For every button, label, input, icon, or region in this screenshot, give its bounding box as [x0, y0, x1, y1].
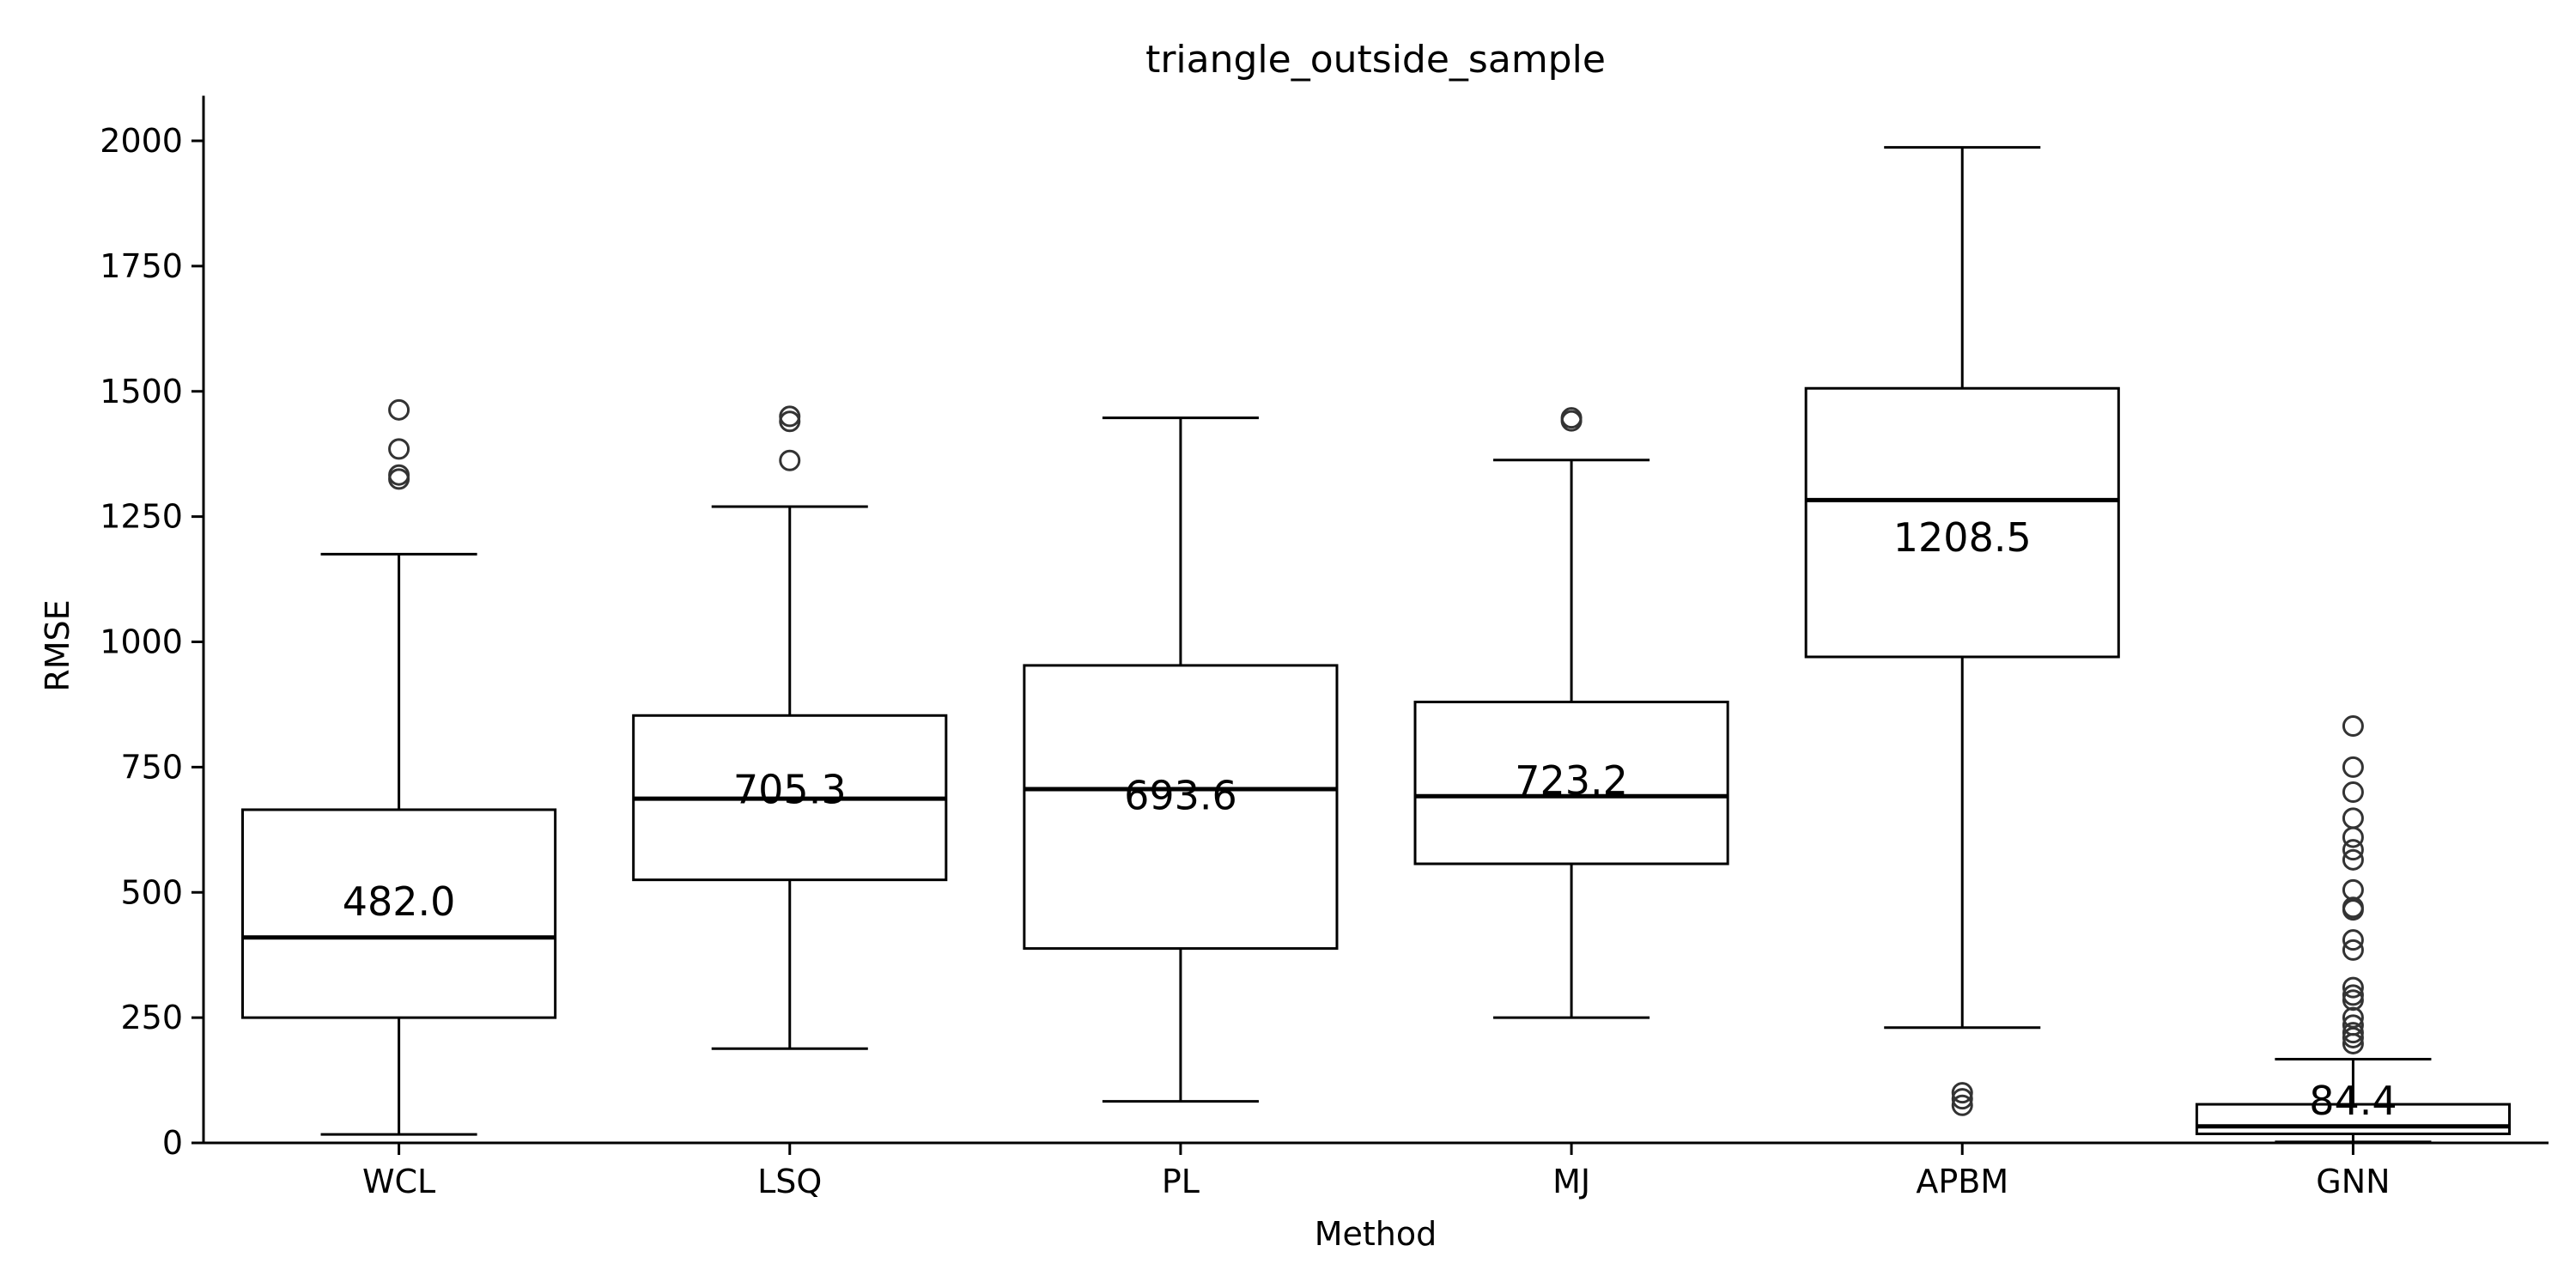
chart-title: triangle_outside_sample: [1145, 38, 1606, 82]
y-tick-label: 0: [162, 1124, 183, 1162]
x-tick-label-apbm: APBM: [1916, 1163, 2008, 1200]
box-apbm: [1804, 386, 2120, 659]
outlier-apbm: [1951, 1094, 1973, 1116]
x-tick-label-gnn: GNN: [2316, 1163, 2390, 1200]
y-tick-label: 250: [120, 999, 183, 1036]
x-tick-label-lsq: LSQ: [757, 1163, 822, 1200]
outlier-gnn: [2342, 1014, 2364, 1036]
y-tick-label: 750: [120, 748, 183, 786]
x-tick-label-mj: MJ: [1552, 1163, 1590, 1200]
y-tick-label: 2000: [100, 122, 183, 160]
outlier-gnn: [2342, 715, 2364, 738]
box-mj: [1413, 701, 1729, 866]
mean-label-mj: 723.2: [1515, 757, 1628, 804]
outlier-gnn: [2342, 878, 2364, 901]
y-tick-label: 1750: [100, 247, 183, 285]
y-tick-label: 1250: [100, 498, 183, 536]
outlier-apbm: [1951, 1082, 1973, 1104]
y-tick-label: 1000: [100, 623, 183, 661]
x-tick-label-pl: PL: [1162, 1163, 1200, 1200]
box-wcl: [241, 808, 557, 1019]
y-axis-label: RMSE: [39, 599, 76, 691]
box-gnn: [2195, 1103, 2511, 1135]
outlier-gnn: [2342, 984, 2364, 1006]
outlier-lsq: [779, 405, 801, 428]
outlier-gnn: [2342, 848, 2364, 871]
mean-label-pl: 693.6: [1124, 772, 1237, 818]
mean-label-lsq: 705.3: [733, 766, 847, 812]
outlier-gnn: [2342, 781, 2364, 804]
outlier-gnn: [2342, 939, 2364, 961]
y-tick-label: 1500: [100, 373, 183, 410]
outlier-gnn: [2342, 1006, 2364, 1029]
box-pl: [1023, 664, 1339, 951]
outlier-gnn: [2342, 929, 2364, 951]
outlier-wcl: [388, 464, 410, 486]
outlier-mj: [1560, 407, 1583, 429]
outlier-gnn: [2342, 896, 2364, 919]
outlier-gnn: [2342, 839, 2364, 861]
mean-label-wcl: 482.0: [343, 878, 456, 925]
mean-label-apbm: 1208.5: [1893, 514, 2032, 561]
y-tick-label: 500: [120, 873, 183, 911]
mean-label-gnn: 84.4: [2309, 1078, 2397, 1124]
x-axis-label: Method: [1315, 1215, 1437, 1253]
x-tick-label-wcl: WCL: [362, 1163, 435, 1200]
outlier-apbm: [1951, 1088, 1973, 1110]
outlier-wcl: [388, 398, 410, 421]
outlier-gnn: [2342, 807, 2364, 829]
outlier-gnn: [2342, 976, 2364, 999]
plot-area: 0 250 500 750 1000 1250 1500 1750 2000 482.0 WCL 70…: [100, 95, 2549, 1200]
outlier-lsq: [779, 449, 801, 471]
outlier-gnn: [2342, 1022, 2364, 1044]
outlier-gnn: [2342, 756, 2364, 778]
outlier-gnn: [2342, 826, 2364, 848]
outlier-wcl: [388, 438, 410, 460]
